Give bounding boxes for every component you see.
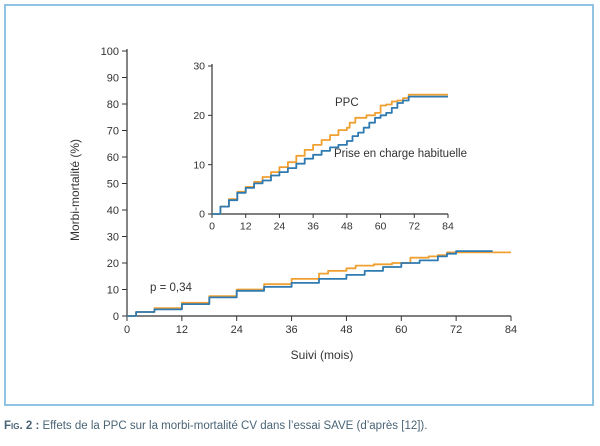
- p-value-annotation: p = 0,34: [150, 282, 192, 294]
- figure-frame: [4, 4, 594, 406]
- main-y-tick-label: 70: [107, 125, 119, 137]
- inset-series-label-ppc: PPC: [335, 97, 359, 109]
- inset-chart: PPC Prise en charge habituelle 0 10 20 30 0 1…: [193, 61, 467, 233]
- main-series-line-ppc: [127, 251, 511, 317]
- main-x-tick-label: 60: [395, 324, 407, 336]
- main-y-tick-label: 0: [113, 311, 119, 323]
- main-x-tick-label: 72: [450, 324, 462, 336]
- inset-y-tick-label: 30: [193, 61, 205, 73]
- figure-label: Fig. 2 :: [4, 420, 40, 432]
- main-y-tick-label: 80: [107, 99, 119, 111]
- main-y-tick-label: 40: [107, 205, 119, 217]
- main-x-tick-label: 12: [176, 324, 188, 336]
- inset-series-line-usual: [212, 95, 448, 215]
- main-x-tick-label: 24: [231, 324, 243, 336]
- y-axis-label: Morbi-mortalité (%): [68, 139, 82, 241]
- main-y-tick-label: 10: [107, 284, 119, 296]
- inset-x-tick-label: 36: [307, 221, 319, 233]
- inset-y-tick-label: 10: [193, 159, 205, 171]
- main-y-tick-label: 30: [107, 231, 119, 243]
- main-chart: Morbi-mortalité (%) Suivi (mois) p = 0,3…: [68, 46, 517, 362]
- main-y-tick-label: 60: [107, 152, 119, 164]
- main-series-line-usual: [127, 250, 493, 317]
- main-x-tick-label: 48: [340, 324, 352, 336]
- main-x-tick-label: 84: [505, 324, 517, 336]
- chart-canvas: Morbi-mortalité (%) Suivi (mois) p = 0,3…: [68, 46, 517, 362]
- main-x-tick-label: 0: [124, 324, 130, 336]
- inset-y-tick-label: 20: [193, 110, 205, 122]
- main-y-tick-label: 20: [107, 258, 119, 270]
- x-axis-label: Suivi (mois): [291, 348, 354, 362]
- main-y-tick-label: 90: [107, 72, 119, 84]
- inset-x-tick-label: 12: [240, 221, 252, 233]
- main-y-tick-label: 100: [101, 46, 119, 58]
- inset-x-tick-label: 48: [341, 221, 353, 233]
- inset-x-tick-label: 60: [375, 221, 387, 233]
- figure-caption: Fig. 2 : Effets de la PPC sur la morbi-m…: [4, 420, 594, 432]
- inset-x-tick-label: 84: [442, 221, 454, 233]
- main-x-tick-label: 36: [285, 324, 297, 336]
- inset-x-tick-label: 0: [209, 221, 215, 233]
- main-y-tick-label: 50: [107, 178, 119, 190]
- inset-x-tick-label: 72: [408, 221, 420, 233]
- inset-y-tick-label: 0: [199, 209, 205, 221]
- inset-series-label-usual: Prise en charge habituelle: [334, 148, 467, 160]
- inset-x-tick-label: 24: [274, 221, 286, 233]
- figure-caption-text: Effets de la PPC sur la morbi-mortalité …: [39, 420, 428, 432]
